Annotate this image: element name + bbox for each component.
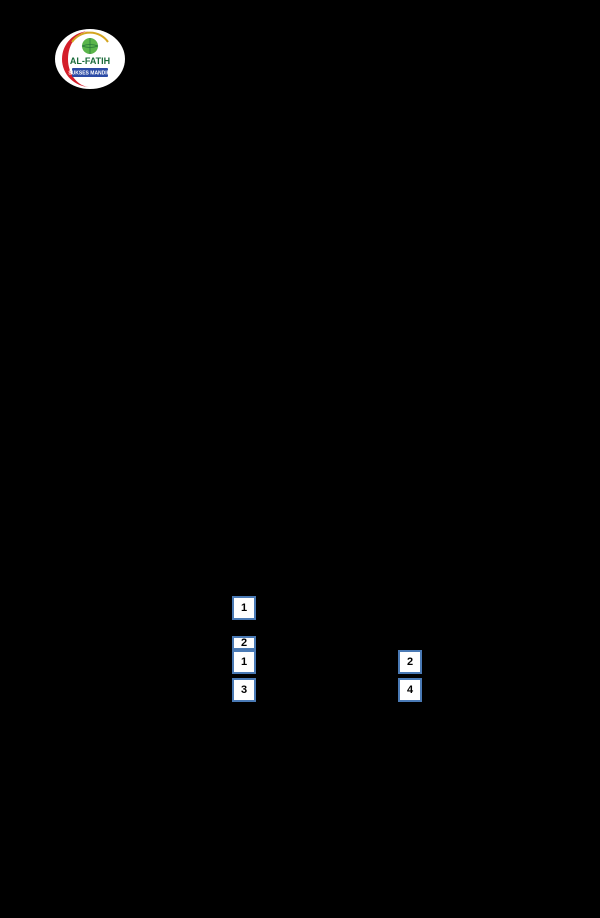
number-box: 2 [232, 636, 256, 650]
number-box: 4 [398, 678, 422, 702]
logo-subtitle: SUKSES MANDIRI [68, 71, 112, 77]
number-box: 1 [232, 596, 256, 620]
logo-title: AL-FATIH [70, 56, 110, 66]
logo: AL-FATIH SUKSES MANDIRI [54, 28, 126, 90]
number-box: 2 [398, 650, 422, 674]
logo-svg: AL-FATIH SUKSES MANDIRI [54, 28, 126, 90]
number-box: 3 [232, 678, 256, 702]
number-box: 1 [232, 650, 256, 674]
